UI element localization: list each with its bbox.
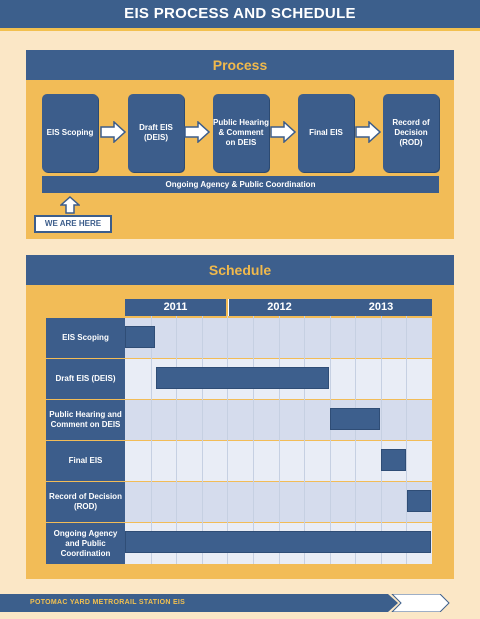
gantt-gridline xyxy=(150,316,152,564)
gantt-gridline xyxy=(380,316,382,564)
page-title: EIS PROCESS AND SCHEDULE xyxy=(0,0,480,31)
gantt-bar xyxy=(406,490,431,512)
step-label: Final EIS xyxy=(309,128,343,137)
year-header-2011: 2011 xyxy=(125,299,226,316)
step-record-of-decision: Record of Decision (ROD) xyxy=(383,94,439,172)
gantt-gridline xyxy=(252,316,254,564)
arrow-right-icon xyxy=(184,121,210,143)
schedule-title: Schedule xyxy=(26,255,454,285)
row-label: Ongoing Agency and Public Coordination xyxy=(46,523,125,564)
gantt-gridline xyxy=(355,316,357,564)
row-label: EIS Scoping xyxy=(46,318,125,358)
step-draft-eis: Draft EIS (DEIS) xyxy=(128,94,184,172)
gantt-bar xyxy=(125,531,431,553)
schedule-panel: Schedule 2011 2012 2013 EIS Scoping Draf… xyxy=(26,255,454,579)
gantt-gridline xyxy=(176,316,178,564)
gantt-bar xyxy=(125,326,155,348)
footer-text: POTOMAC YARD METRORAIL STATION EIS xyxy=(30,599,186,606)
gantt-bar xyxy=(329,408,380,430)
gantt-gridline xyxy=(329,316,331,564)
year-header-2013: 2013 xyxy=(330,299,432,316)
footer-banner xyxy=(0,594,450,612)
we-are-here-label: WE ARE HERE xyxy=(34,215,112,233)
gantt-bar xyxy=(155,367,329,389)
step-public-hearing: Public Hearing & Comment on DEIS xyxy=(213,94,269,172)
arrow-right-icon xyxy=(270,121,296,143)
step-label: Record of Decision (ROD) xyxy=(392,118,430,147)
step-label: Draft EIS (DEIS) xyxy=(139,123,173,142)
gantt-gridline xyxy=(278,316,280,564)
gantt-gridline xyxy=(201,316,203,564)
row-label: Final EIS xyxy=(46,441,125,481)
year-header-2012: 2012 xyxy=(228,299,331,316)
step-eis-scoping: EIS Scoping xyxy=(42,94,98,172)
arrow-up-icon xyxy=(60,196,80,214)
schedule-gantt: 2011 2012 2013 EIS Scoping Draft EIS (DE… xyxy=(46,299,432,564)
row-label: Public Hearing and Comment on DEIS xyxy=(46,400,125,440)
process-title: Process xyxy=(26,50,454,80)
arrow-right-icon xyxy=(100,121,126,143)
gantt-bar xyxy=(380,449,406,471)
step-label: EIS Scoping xyxy=(46,128,94,137)
ongoing-coordination-bar: Ongoing Agency & Public Coordination xyxy=(42,176,439,193)
gantt-gridline xyxy=(304,316,306,564)
process-panel: Process EIS Scoping Draft EIS (DEIS) Pub… xyxy=(26,50,454,239)
gantt-gridline xyxy=(227,316,229,564)
arrow-right-icon xyxy=(355,121,381,143)
step-final-eis: Final EIS xyxy=(298,94,354,172)
step-label: Public Hearing & Comment on DEIS xyxy=(213,118,270,147)
gantt-gridline xyxy=(406,316,408,564)
row-label: Draft EIS (DEIS) xyxy=(46,359,125,399)
footer: POTOMAC YARD METRORAIL STATION EIS xyxy=(0,594,480,612)
row-label: Record of Decision (ROD) xyxy=(46,482,125,522)
